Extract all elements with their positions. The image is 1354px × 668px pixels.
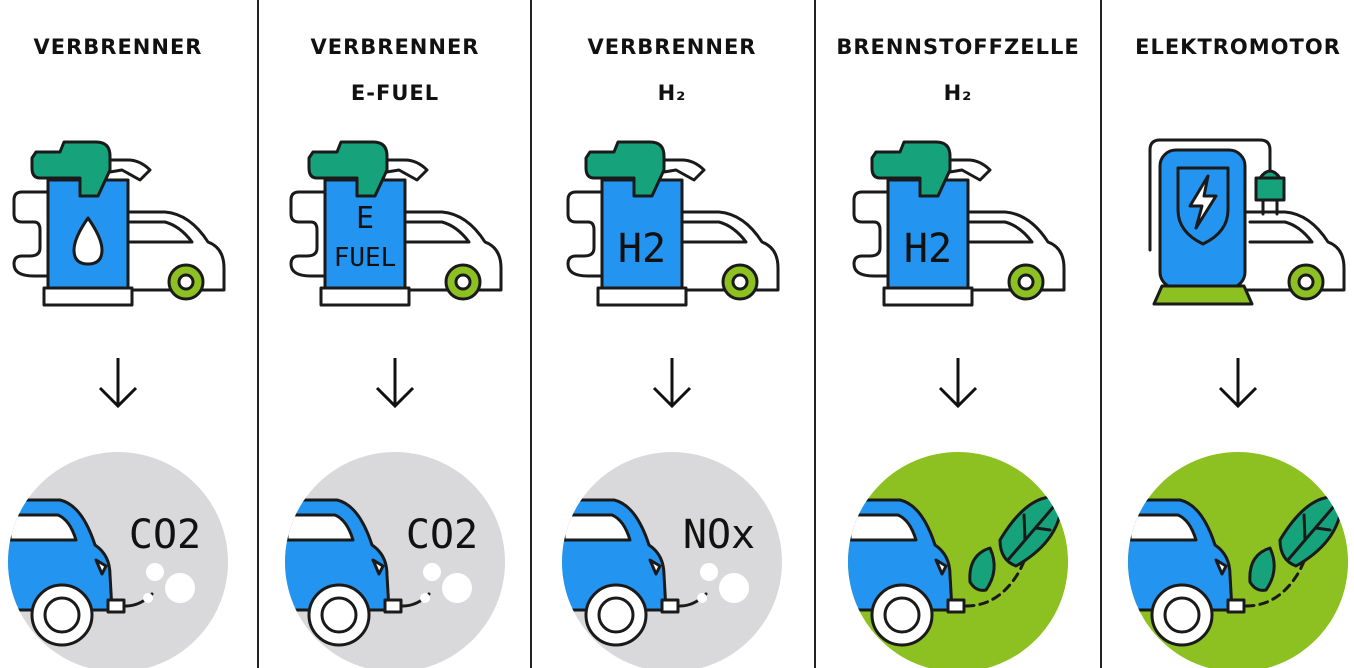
car-window	[10, 515, 76, 540]
column-title: VERBRENNER	[34, 35, 203, 59]
exhaust	[1228, 600, 1244, 612]
wheel-hub	[179, 275, 193, 289]
pump-base	[598, 288, 686, 305]
column-title: VERBRENNER	[588, 35, 757, 59]
rear-hub	[1165, 598, 1199, 632]
icon: H2	[854, 142, 1064, 305]
smoke	[146, 563, 164, 581]
arrow	[940, 358, 976, 406]
exhaust	[662, 600, 678, 612]
rear-hub	[45, 598, 79, 632]
wheel-hub	[456, 275, 470, 289]
emission-label: CO2	[406, 512, 478, 558]
smoke	[700, 563, 718, 581]
smoke	[165, 573, 195, 603]
emission-label: CO2	[129, 512, 201, 558]
rear-hub	[599, 598, 633, 632]
wheel-hub	[1019, 275, 1033, 289]
arrow	[1220, 358, 1256, 406]
pump-base	[884, 288, 972, 305]
icon: E FUEL	[291, 142, 501, 305]
car-window	[287, 515, 353, 540]
column-subtitle: H₂	[658, 81, 687, 105]
rear-hub	[322, 598, 356, 632]
pump-label: FUEL	[334, 243, 397, 273]
exhaust	[385, 600, 401, 612]
cable	[291, 192, 325, 276]
exhaust	[108, 600, 124, 612]
column: ELEKTROMOTOR	[1120, 35, 1348, 668]
column-title: ELEKTROMOTOR	[1135, 35, 1341, 59]
pump-label: E	[356, 201, 374, 236]
arrow	[654, 358, 690, 406]
pump-label: H2	[904, 226, 952, 272]
wheel-hub	[733, 275, 747, 289]
icon: H2	[568, 142, 778, 305]
column-subtitle: E-FUEL	[351, 81, 439, 105]
car-window	[564, 515, 630, 540]
pump-base	[44, 288, 132, 305]
infographic: VERBRENNERCO2VERBRENNERE-FUELEFUELCO2VER…	[0, 0, 1354, 668]
smoke	[143, 593, 153, 603]
cable	[568, 192, 602, 276]
exhaust	[948, 600, 964, 612]
cable	[14, 192, 48, 276]
column-title: VERBRENNER	[311, 35, 480, 59]
column-title: BRENNSTOFFZELLE	[836, 35, 1079, 59]
smoke	[423, 563, 441, 581]
smoke	[420, 593, 430, 603]
rear-hub	[885, 598, 919, 632]
charger-base	[1154, 286, 1252, 304]
icon	[14, 142, 224, 305]
wheel-hub	[1299, 275, 1313, 289]
plug	[1256, 171, 1284, 200]
smoke	[697, 593, 707, 603]
smoke	[719, 573, 749, 603]
column: BRENNSTOFFZELLE H₂ H2	[836, 35, 1079, 668]
emission-label: NOx	[683, 512, 755, 558]
column: VERBRENNER H₂ H2 NOx	[554, 35, 782, 668]
icon	[1150, 140, 1344, 304]
column: VERBRENNER CO2	[0, 35, 228, 668]
column: VERBRENNER E-FUEL E FUEL CO2	[277, 35, 505, 668]
car-window	[1130, 515, 1196, 540]
arrow	[100, 358, 136, 406]
smoke	[442, 573, 472, 603]
car-window	[850, 515, 916, 540]
cable	[854, 192, 888, 276]
pump-base	[321, 288, 409, 305]
column-subtitle: H₂	[944, 81, 973, 105]
pump-label: H2	[618, 226, 666, 272]
arrow	[377, 358, 413, 406]
